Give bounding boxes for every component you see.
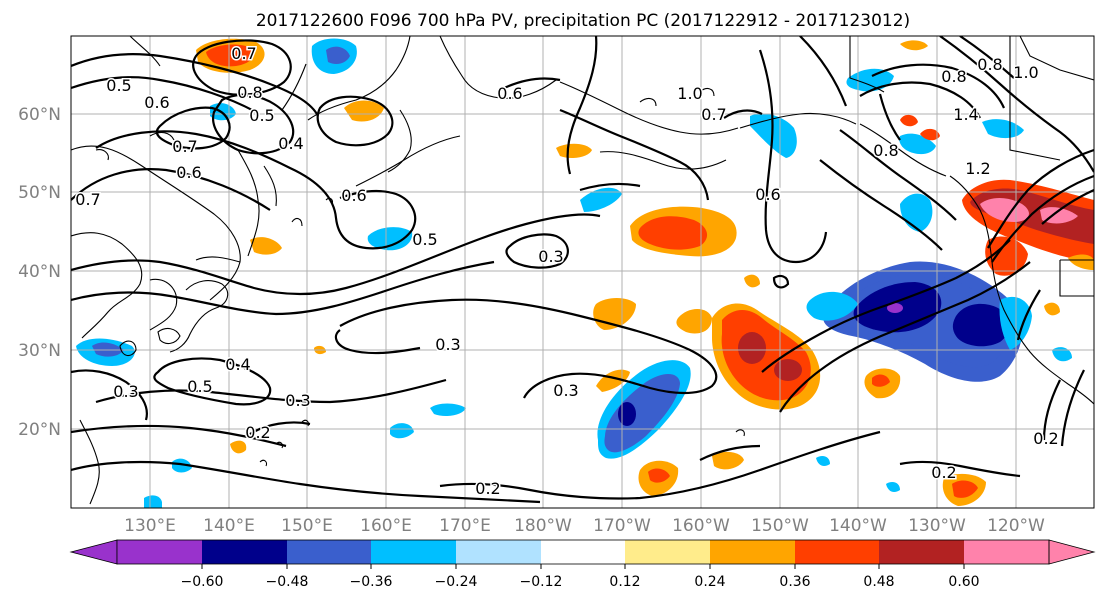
lon-label-170w: 170°W bbox=[593, 516, 651, 536]
lon-label-150e: 150°E bbox=[281, 516, 333, 536]
colorbar-frame bbox=[116, 539, 1050, 565]
colorbar-segment bbox=[371, 540, 456, 564]
contour-labels: 0.7 0.5 0.6 0.8 0.5 0.4 0.7 0.6 0.7 0.6 … bbox=[74, 43, 1060, 500]
contour-label: 0.6 bbox=[497, 84, 522, 103]
contour-label: 0.3 bbox=[113, 382, 138, 401]
colorbar-tick-label: 0.36 bbox=[779, 574, 810, 590]
colorbar-extend-high bbox=[1048, 539, 1096, 565]
colorbar-tick-label: 0.12 bbox=[609, 574, 640, 590]
lon-label-120w: 120°W bbox=[987, 516, 1045, 536]
contour-label: 0.3 bbox=[285, 391, 310, 410]
lon-label-160e: 160°E bbox=[360, 516, 412, 536]
contour-label: 0.5 bbox=[249, 106, 274, 125]
contour-label: 0.5 bbox=[412, 230, 437, 249]
colorbar-extend-low bbox=[69, 539, 118, 565]
colorbar-segment bbox=[287, 540, 371, 564]
colorbar-segment bbox=[456, 540, 541, 564]
contour-label: 0.2 bbox=[1033, 429, 1058, 448]
map-frame bbox=[70, 35, 1095, 509]
lat-label-40n: 40°N bbox=[18, 262, 61, 282]
contour-label: 0.3 bbox=[553, 381, 578, 400]
contour-label: 0.2 bbox=[475, 479, 500, 498]
contour-label: 0.3 bbox=[435, 335, 460, 354]
lon-label-130e: 130°E bbox=[124, 516, 176, 536]
contour-label: 0.6 bbox=[144, 93, 169, 112]
map-title: 2017122600 F096 700 hPa PV, precipitatio… bbox=[256, 11, 910, 31]
colorbar-tick-label: 0.24 bbox=[694, 574, 725, 590]
contour-label: 0.6 bbox=[341, 186, 366, 205]
contour-label: 0.8 bbox=[237, 83, 262, 102]
lon-label-180w: 180°W bbox=[514, 516, 572, 536]
colorbar-segment bbox=[541, 540, 625, 564]
contour-label: 0.7 bbox=[75, 190, 100, 209]
coastlines bbox=[71, 36, 1094, 505]
colorbar: −0.60 −0.48 −0.36 −0.24 −0.12 0.12 0.24 … bbox=[69, 539, 1096, 590]
colorbar-segment bbox=[879, 540, 964, 564]
lon-label-140w: 140°W bbox=[829, 516, 887, 536]
contour-label: 0.7 bbox=[172, 137, 197, 156]
colorbar-segment bbox=[117, 540, 202, 564]
contour-label: 0.4 bbox=[278, 134, 303, 153]
lon-label-170e: 170°E bbox=[439, 516, 491, 536]
contour-label: 0.5 bbox=[106, 76, 131, 95]
contour-label: 0.8 bbox=[977, 55, 1002, 74]
contour-label: 0.8 bbox=[941, 67, 966, 86]
colorbar-tick-label: 0.60 bbox=[948, 574, 979, 590]
colorbar-segment bbox=[710, 540, 795, 564]
colorbar-segment bbox=[795, 540, 879, 564]
contour-label: 0.6 bbox=[176, 163, 201, 182]
colorbar-segment bbox=[202, 540, 287, 564]
longitude-labels: 130°E 140°E 150°E 160°E 170°E 180°W 170°… bbox=[124, 516, 1045, 536]
colorbar-tick-label: −0.12 bbox=[520, 574, 563, 590]
colorbar-segment bbox=[625, 540, 710, 564]
contour-label: 1.4 bbox=[953, 105, 978, 124]
contour-label: 1.0 bbox=[677, 84, 702, 103]
contour-label: 1.0 bbox=[1013, 63, 1038, 82]
lon-label-160w: 160°W bbox=[672, 516, 730, 536]
lon-label-130w: 130°W bbox=[908, 516, 966, 536]
lon-label-150w: 150°W bbox=[751, 516, 809, 536]
contour-label: 0.4 bbox=[225, 355, 250, 374]
contour-label: 0.6 bbox=[755, 185, 780, 204]
pv-contours bbox=[71, 36, 1094, 504]
colorbar-tick-label: −0.48 bbox=[266, 574, 309, 590]
lat-label-20n: 20°N bbox=[18, 420, 61, 440]
lat-label-50n: 50°N bbox=[18, 183, 61, 203]
contour-label: 0.7 bbox=[231, 44, 256, 63]
lat-label-60n: 60°N bbox=[18, 105, 61, 125]
lat-label-30n: 30°N bbox=[18, 341, 61, 361]
contour-label: 1.2 bbox=[965, 159, 990, 178]
colorbar-tick-label: 0.48 bbox=[863, 574, 894, 590]
contour-label: 0.2 bbox=[245, 423, 270, 442]
colorbar-segment bbox=[964, 540, 1049, 564]
contour-label: 0.8 bbox=[873, 141, 898, 160]
contour-label: 0.2 bbox=[931, 463, 956, 482]
colorbar-tick-label: −0.24 bbox=[435, 574, 478, 590]
contour-label: 0.3 bbox=[538, 247, 563, 266]
colorbar-tick-label: −0.60 bbox=[181, 574, 224, 590]
contour-label: 0.5 bbox=[187, 377, 212, 396]
contour-label: 0.7 bbox=[701, 105, 726, 124]
colorbar-tick-label: −0.36 bbox=[350, 574, 393, 590]
lon-label-140e: 140°E bbox=[203, 516, 255, 536]
latitude-labels: 60°N 50°N 40°N 30°N 20°N bbox=[18, 105, 61, 440]
